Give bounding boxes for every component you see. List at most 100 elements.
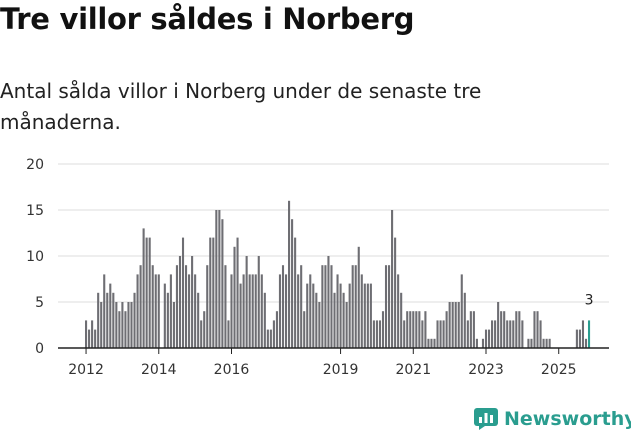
- bar: [321, 265, 324, 348]
- bar: [324, 265, 327, 348]
- bar: [360, 274, 363, 348]
- bar: [400, 292, 403, 348]
- bar: [88, 329, 91, 348]
- bar: [384, 265, 388, 348]
- brand-name: Newsworthy: [504, 408, 631, 430]
- bar: [457, 302, 460, 348]
- bar: [521, 320, 524, 348]
- bar: [127, 302, 130, 348]
- bar: [121, 302, 124, 348]
- bar: [94, 329, 97, 348]
- bar: [175, 265, 178, 348]
- bar: [278, 274, 282, 348]
- bar: [339, 283, 342, 348]
- bar: [391, 210, 394, 348]
- bar: [372, 320, 375, 348]
- bar: [475, 338, 478, 348]
- bar: [460, 274, 463, 348]
- bar: [397, 274, 400, 348]
- bar: [154, 274, 157, 348]
- bar: [103, 274, 106, 348]
- bar: [581, 320, 585, 348]
- bar: [124, 311, 127, 348]
- y-tick-label: 15: [26, 203, 44, 219]
- bar: [169, 274, 172, 348]
- bar: [415, 311, 418, 348]
- bar: [472, 311, 475, 348]
- bar: [197, 292, 200, 348]
- bar: [403, 320, 406, 348]
- bar: [100, 302, 103, 348]
- bar: [330, 265, 333, 348]
- bar: [418, 311, 421, 348]
- bar: [494, 320, 497, 348]
- bar: [445, 311, 448, 348]
- bar: [109, 283, 112, 348]
- bar: [148, 237, 151, 348]
- bar: [233, 246, 236, 348]
- bar: [533, 311, 536, 348]
- bar: [306, 283, 309, 348]
- bar: [203, 311, 206, 348]
- bar: [500, 311, 503, 348]
- bar: [430, 338, 433, 348]
- bar: [327, 256, 330, 348]
- bar: [348, 283, 351, 348]
- newsworthy-logo-icon: [474, 408, 498, 430]
- x-tick-label: 2021: [395, 362, 431, 378]
- x-tick-label: 2014: [141, 362, 177, 378]
- bar: [412, 311, 415, 348]
- y-tick-label: 0: [35, 341, 44, 357]
- bar: [251, 274, 254, 348]
- bar: [133, 292, 136, 348]
- bar: [503, 311, 506, 348]
- bar: [497, 302, 500, 348]
- bar: [509, 320, 512, 348]
- bar: [394, 237, 397, 348]
- x-tick-label: 2023: [468, 362, 504, 378]
- bar: [433, 338, 436, 348]
- bar: [106, 292, 109, 348]
- bar: [309, 274, 312, 348]
- bar: [351, 265, 354, 348]
- x-tick-label: 2012: [68, 362, 104, 378]
- bar: [381, 311, 385, 348]
- bar: [409, 311, 412, 348]
- bar: [188, 274, 191, 348]
- chart-subtitle: Antal sålda villor i Norberg under de se…: [0, 79, 482, 134]
- bar: [266, 329, 269, 348]
- bar: [200, 320, 203, 348]
- bar: [463, 292, 466, 348]
- bar: [284, 274, 288, 348]
- bar: [254, 274, 257, 348]
- bar: [436, 320, 439, 348]
- bar: [451, 302, 454, 348]
- bar: [136, 274, 139, 348]
- bar: [115, 302, 118, 348]
- bar: [491, 320, 494, 348]
- bar: [369, 283, 372, 348]
- bar: [439, 320, 442, 348]
- bar: [584, 338, 588, 348]
- bar: [242, 274, 245, 348]
- bar: [275, 311, 278, 348]
- bar: [118, 311, 121, 348]
- bar: [318, 302, 321, 348]
- bar: [288, 200, 291, 348]
- bar: [248, 274, 251, 348]
- bar: [206, 265, 209, 348]
- bar: [281, 265, 285, 348]
- bar: [515, 311, 518, 348]
- bar: [388, 265, 391, 348]
- bar: [406, 311, 409, 348]
- bar: [294, 237, 297, 348]
- bar: [518, 311, 521, 348]
- bar: [527, 338, 530, 348]
- bar: [466, 320, 469, 348]
- bar: [227, 320, 230, 348]
- bar: [363, 283, 366, 348]
- brand-logo[interactable]: Newsworthy: [474, 408, 631, 430]
- bar: [506, 320, 509, 348]
- bar: [336, 274, 339, 348]
- bar: [263, 292, 266, 348]
